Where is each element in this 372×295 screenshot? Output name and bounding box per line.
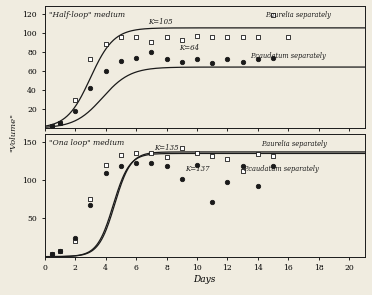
Text: P.caudatum separately: P.caudatum separately bbox=[250, 52, 326, 60]
Point bbox=[72, 235, 78, 240]
Point bbox=[179, 176, 185, 181]
Point bbox=[103, 42, 109, 47]
Point bbox=[179, 146, 185, 150]
Point bbox=[133, 55, 139, 60]
Point bbox=[87, 57, 93, 62]
Point bbox=[148, 151, 154, 156]
Point bbox=[57, 121, 63, 126]
Point bbox=[179, 60, 185, 65]
Point bbox=[57, 121, 63, 126]
Point bbox=[49, 252, 55, 257]
Point bbox=[164, 155, 170, 160]
Point bbox=[240, 35, 246, 40]
Point bbox=[72, 97, 78, 102]
Point bbox=[224, 57, 230, 62]
Text: P.aurelia separately: P.aurelia separately bbox=[261, 140, 327, 148]
Point bbox=[209, 61, 215, 65]
Point bbox=[164, 35, 170, 40]
Point bbox=[103, 68, 109, 73]
Point bbox=[49, 252, 55, 257]
Point bbox=[103, 170, 109, 175]
Point bbox=[224, 35, 230, 40]
Point bbox=[209, 199, 215, 204]
Point bbox=[255, 57, 261, 62]
Point bbox=[194, 163, 200, 167]
Point bbox=[224, 156, 230, 161]
Point bbox=[133, 161, 139, 166]
Point bbox=[72, 239, 78, 244]
Point bbox=[118, 164, 124, 169]
Point bbox=[285, 35, 291, 40]
X-axis label: Days: Days bbox=[193, 275, 216, 284]
Text: K=64: K=64 bbox=[179, 44, 199, 52]
Point bbox=[133, 35, 139, 40]
Point bbox=[255, 35, 261, 40]
Point bbox=[240, 60, 246, 65]
Point bbox=[209, 153, 215, 158]
Point bbox=[49, 124, 55, 129]
Point bbox=[194, 150, 200, 155]
Point bbox=[118, 153, 124, 157]
Point bbox=[255, 184, 261, 189]
Text: "Half-loop" medium: "Half-loop" medium bbox=[49, 11, 125, 19]
Text: K=135: K=135 bbox=[154, 144, 179, 153]
Point bbox=[270, 153, 276, 158]
Point bbox=[72, 109, 78, 113]
Point bbox=[118, 35, 124, 40]
Point bbox=[87, 202, 93, 207]
Point bbox=[103, 163, 109, 167]
Point bbox=[148, 161, 154, 166]
Point bbox=[194, 34, 200, 39]
Text: K=105: K=105 bbox=[148, 18, 173, 26]
Point bbox=[87, 86, 93, 91]
Point bbox=[270, 56, 276, 61]
Point bbox=[87, 197, 93, 202]
Text: K=137: K=137 bbox=[185, 165, 209, 173]
Point bbox=[240, 169, 246, 173]
Point bbox=[164, 164, 170, 169]
Point bbox=[57, 248, 63, 253]
Point bbox=[240, 164, 246, 169]
Point bbox=[224, 179, 230, 184]
Point bbox=[164, 57, 170, 62]
Point bbox=[194, 57, 200, 62]
Text: P.caudatum separately: P.caudatum separately bbox=[243, 165, 318, 173]
Point bbox=[270, 164, 276, 169]
Point bbox=[179, 38, 185, 43]
Text: "Volume": "Volume" bbox=[9, 113, 17, 152]
Text: "Ona loop" medium: "Ona loop" medium bbox=[49, 139, 125, 147]
Point bbox=[118, 59, 124, 64]
Point bbox=[209, 35, 215, 40]
Point bbox=[148, 40, 154, 45]
Point bbox=[270, 13, 276, 18]
Point bbox=[255, 152, 261, 157]
Text: P.aurelia separately: P.aurelia separately bbox=[266, 12, 331, 19]
Point bbox=[49, 124, 55, 129]
Point bbox=[57, 248, 63, 253]
Point bbox=[133, 150, 139, 155]
Point bbox=[148, 49, 154, 54]
